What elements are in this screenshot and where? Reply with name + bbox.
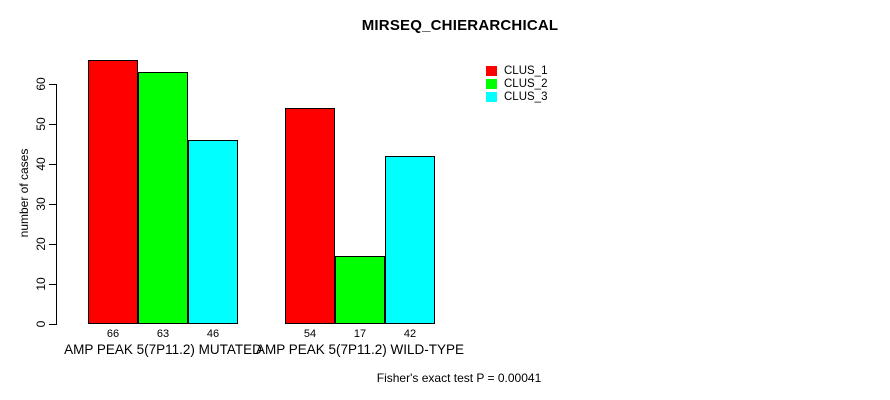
y-axis-line	[56, 84, 57, 325]
y-axis-tick	[49, 84, 56, 85]
bar-value-label: 42	[403, 328, 417, 340]
y-axis-tick	[49, 284, 56, 285]
legend-swatch-icon	[486, 91, 497, 102]
bar-value-label: 66	[106, 328, 120, 340]
y-axis-tick	[49, 164, 56, 165]
bar-value-label: 54	[303, 328, 317, 340]
y-axis-tick	[49, 244, 56, 245]
category-label: AMP PEAK 5(7P11.2) WILD-TYPE	[255, 342, 465, 357]
category-label: AMP PEAK 5(7P11.2) MUTATED	[64, 342, 262, 357]
y-axis-tick-label: 60	[34, 77, 48, 91]
y-axis-tick	[49, 324, 56, 325]
legend-item-clus_3: CLUS_3	[486, 90, 547, 103]
bar-clus_1-group1	[88, 60, 138, 324]
legend-label: CLUS_3	[504, 90, 548, 103]
annotation-text: Fisher's exact test P = 0.00041	[376, 371, 542, 385]
y-axis-tick-label: 50	[34, 117, 48, 131]
legend-swatch-icon	[486, 65, 497, 76]
bar-clus_3-group2	[385, 156, 435, 324]
y-axis-tick	[49, 204, 56, 205]
bar-value-label: 63	[156, 328, 170, 340]
bar-clus_2-group2	[335, 256, 385, 324]
bar-value-label: 17	[353, 328, 367, 340]
y-axis-tick-label: 40	[34, 157, 48, 171]
bar-value-label: 46	[206, 328, 220, 340]
legend-swatch-icon	[486, 78, 497, 89]
legend-item-clus_2: CLUS_2	[486, 77, 547, 90]
legend-label: CLUS_1	[504, 64, 548, 77]
y-axis-label: number of cases	[17, 148, 31, 238]
legend: CLUS_1 CLUS_2 CLUS_3	[486, 64, 547, 103]
y-axis-tick	[49, 124, 56, 125]
legend-item-clus_1: CLUS_1	[486, 64, 547, 77]
bar-clus_2-group1	[138, 72, 188, 324]
bar-clus_1-group2	[285, 108, 335, 324]
bar-clus_3-group1	[188, 140, 238, 324]
y-axis-tick-label: 10	[34, 277, 48, 291]
chart-title: MIRSEQ_CHIERARCHICAL	[361, 17, 559, 34]
y-axis-tick-label: 0	[34, 320, 48, 328]
y-axis-tick-label: 20	[34, 237, 48, 251]
legend-label: CLUS_2	[504, 77, 548, 90]
y-axis-tick-label: 30	[34, 197, 48, 211]
